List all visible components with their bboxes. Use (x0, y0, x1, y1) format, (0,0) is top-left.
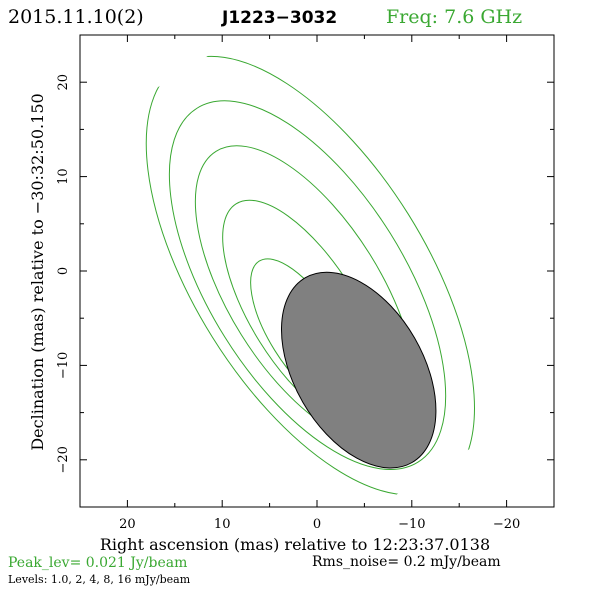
x-tick-label: −10 (398, 517, 425, 532)
contour-levels: Levels: 1.0, 2, 4, 8, 16 mJy/beam (8, 573, 191, 586)
x-tick-label: 0 (313, 517, 321, 532)
y-axis-label: Declination (mas) relative to −30:32:50.… (28, 93, 47, 450)
source-name: J1223−3032 (221, 8, 337, 28)
y-tick-label: 0 (56, 267, 71, 275)
y-tick-label: −20 (56, 446, 71, 473)
x-tick-label: −20 (493, 517, 520, 532)
rms-noise: Rms_noise= 0.2 mJy/beam (312, 554, 501, 570)
frequency-label: Freq: 7.6 GHz (386, 6, 522, 28)
beam-ellipse (281, 271, 437, 469)
peak-level: Peak_lev= 0.021 Jy/beam (8, 555, 187, 571)
x-tick-label: 10 (214, 517, 231, 532)
x-axis-label: Right ascension (mas) relative to 12:23:… (100, 535, 490, 554)
contour-level-2 (168, 100, 447, 470)
y-tick-label: 10 (56, 168, 71, 185)
beam-group (281, 271, 437, 469)
y-tick-label: 20 (56, 74, 71, 91)
axis-tick-labels: 20 10 0 −10 −20 20 10 0 −10 −20 (56, 74, 520, 532)
x-tick-label: 20 (119, 517, 136, 532)
y-tick-label: −10 (56, 352, 71, 379)
axis-ticks (80, 35, 554, 507)
observation-date: 2015.11.10(2) (8, 6, 144, 28)
